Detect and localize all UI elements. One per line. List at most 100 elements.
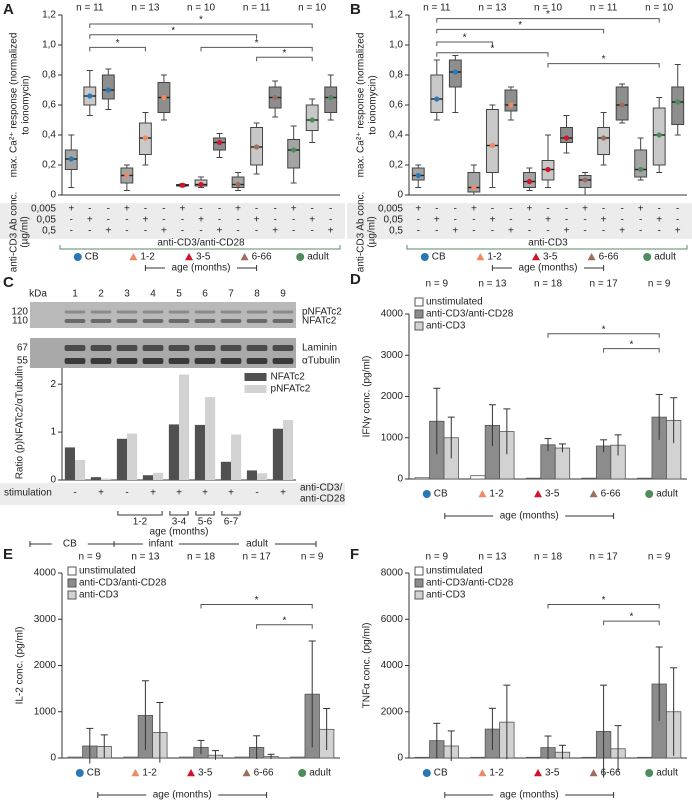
significance-label: * (602, 595, 606, 606)
bar (178, 756, 195, 759)
blot-unit: kDa (29, 289, 47, 300)
condition-mark: - (620, 204, 623, 215)
bar (234, 756, 250, 759)
median-point (582, 177, 588, 183)
condition-mark: - (125, 226, 128, 237)
y-tick-label: 0,4 (42, 130, 56, 141)
x-tick-label: adult (656, 489, 678, 500)
box (597, 127, 611, 155)
condition-mark: - (676, 215, 679, 226)
condition-mark: - (417, 226, 420, 237)
panel-letter: D (350, 271, 361, 288)
bar (581, 477, 597, 480)
condition-mark: + (198, 215, 204, 226)
x-tick-label: 6-66 (254, 768, 274, 779)
x-axis-label: age (months) (519, 263, 578, 274)
condition-name: 0,05 (384, 215, 404, 226)
median-point (142, 135, 148, 141)
significance-bracket (256, 624, 313, 629)
bar (414, 477, 430, 480)
blot-band (90, 319, 112, 323)
x-tick-label: 6-66 (601, 489, 621, 500)
cohort-label: adult (246, 539, 268, 550)
legend-label: pNFATc2 (271, 384, 311, 395)
significance-label: * (116, 38, 120, 49)
n-label: n = 17 (590, 279, 619, 290)
condition-mark: - (565, 215, 568, 226)
condition-mark: - (583, 226, 586, 237)
blot-band-label: αTubulin (302, 356, 340, 367)
blot-band (168, 345, 190, 351)
n-label: n = 9 (648, 279, 671, 290)
significance-label: * (282, 48, 286, 59)
condition-mark: - (181, 226, 184, 237)
median-point (68, 156, 74, 162)
condition-mark: - (602, 226, 605, 237)
stimulation-mark: + (280, 488, 286, 499)
blot-band (64, 345, 86, 351)
condition-mark: + (87, 215, 93, 226)
y-tick-label: 0,8 (42, 70, 56, 81)
median-point (216, 139, 223, 146)
age-bracket (444, 513, 615, 519)
blot-band (90, 310, 112, 314)
legend-label: unstimulated (426, 566, 483, 577)
y-axis-label: IL-2 conc. (pg/ml) (15, 627, 26, 705)
n-label: n = 13 (478, 552, 507, 563)
cohort-label: CB (63, 539, 77, 550)
condition-mark: - (125, 215, 128, 226)
bar (554, 447, 571, 480)
y-tick-label: 8000 (381, 568, 404, 579)
condition-mark: - (107, 215, 110, 226)
blot-marker: 55 (17, 356, 29, 367)
significance-label: * (490, 43, 494, 54)
n-label: n = 18 (534, 552, 563, 563)
bar (205, 397, 216, 480)
stimulation-mark: - (73, 488, 76, 499)
panel: D IFNγ conc. (pg/ml) 0 1000 2000 3000 4000 n = … (350, 271, 687, 522)
significance-label: * (463, 33, 467, 44)
x-tick-label: CB (434, 489, 448, 500)
cohort-label-bg (142, 538, 179, 550)
condition-mark: - (181, 215, 184, 226)
blot-band (272, 345, 294, 351)
x-tick-label: 6-66 (601, 768, 621, 779)
stimulus-label: anti-CD3/anti-CD28 (157, 238, 245, 249)
legend-swatch (67, 566, 77, 576)
median-point (638, 166, 644, 173)
condition-mark: - (454, 215, 457, 226)
bar (101, 478, 112, 480)
condition-band (347, 203, 692, 239)
median-point (508, 102, 514, 108)
age-range-bracket (221, 511, 241, 516)
median-point (235, 181, 241, 188)
x-tick-label: 1-2 (489, 768, 504, 779)
condition-name: 0,5 (389, 226, 403, 237)
y-tick-label: 0 (50, 190, 56, 201)
condition-mark: - (144, 226, 147, 237)
age-bracket (491, 265, 605, 271)
blot-band (64, 358, 86, 364)
condition-mark: + (638, 204, 644, 215)
blot-band (194, 358, 216, 364)
blot-band (194, 319, 216, 323)
condition-mark: - (88, 204, 91, 215)
legend-marker (75, 769, 84, 777)
condition-mark: - (162, 204, 165, 215)
n-label: n = 17 (243, 552, 272, 563)
y-axis-label: max. Ca²⁺ response (normalized (356, 33, 367, 178)
stimulation-mark: - (255, 488, 258, 499)
n-label: n = 9 (648, 552, 671, 563)
condition-mark: + (452, 226, 458, 237)
legend-label: adult (307, 252, 329, 263)
y-tick-label: 0,6 (389, 100, 403, 111)
bar (67, 756, 83, 759)
x-tick-label: CB (434, 768, 448, 779)
condition-mark: - (491, 204, 494, 215)
condition-mark: - (658, 204, 661, 215)
condition-mark: - (639, 226, 642, 237)
condition-mark: - (236, 215, 239, 226)
box (485, 109, 499, 173)
significance-bracket (436, 52, 549, 57)
panel-letter: C (3, 274, 14, 291)
